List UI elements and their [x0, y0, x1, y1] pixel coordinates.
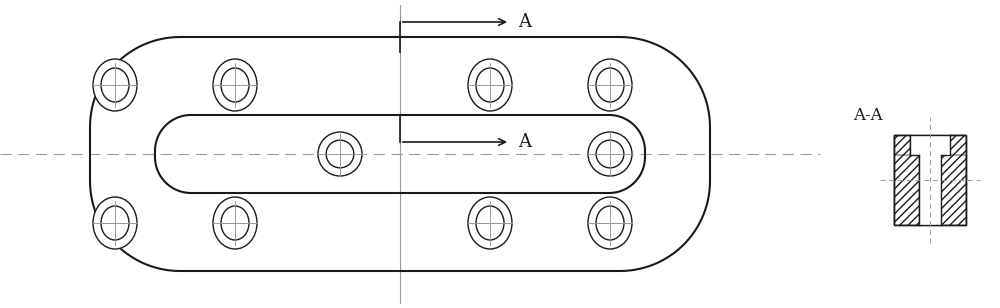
Ellipse shape — [221, 68, 249, 102]
Circle shape — [318, 132, 362, 176]
Text: A-A: A-A — [853, 107, 883, 124]
Bar — [910, 135, 950, 155]
Bar — [894, 135, 966, 225]
Circle shape — [588, 132, 632, 176]
Ellipse shape — [93, 197, 137, 249]
Bar — [950, 135, 966, 155]
Bar — [919, 155, 941, 225]
Ellipse shape — [476, 68, 504, 102]
Ellipse shape — [476, 206, 504, 240]
Circle shape — [326, 140, 354, 168]
Circle shape — [596, 140, 624, 168]
Ellipse shape — [101, 68, 129, 102]
Ellipse shape — [101, 206, 129, 240]
Bar — [894, 155, 919, 225]
Text: A: A — [518, 13, 531, 31]
Ellipse shape — [93, 59, 137, 111]
Bar — [941, 155, 966, 225]
Ellipse shape — [213, 197, 257, 249]
Ellipse shape — [596, 68, 624, 102]
Bar — [894, 135, 966, 225]
Ellipse shape — [588, 59, 632, 111]
Ellipse shape — [213, 59, 257, 111]
Ellipse shape — [468, 197, 512, 249]
Ellipse shape — [588, 197, 632, 249]
Ellipse shape — [596, 206, 624, 240]
Ellipse shape — [221, 206, 249, 240]
Bar — [894, 135, 910, 155]
Text: A: A — [518, 133, 531, 151]
Ellipse shape — [468, 59, 512, 111]
